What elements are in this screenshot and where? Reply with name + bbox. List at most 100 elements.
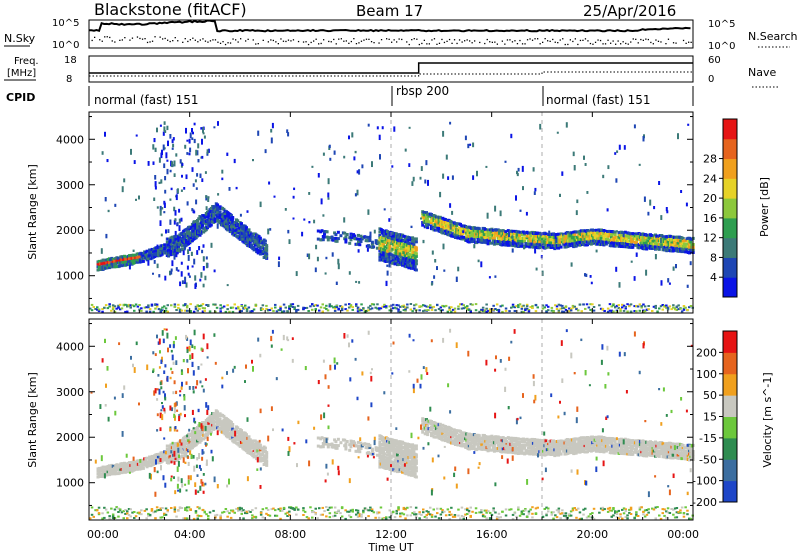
echo-cell	[415, 252, 418, 255]
nsearch-point	[444, 42, 445, 43]
echo-cell	[655, 307, 658, 309]
echo-cell	[271, 308, 274, 310]
nsearch-point	[409, 44, 410, 45]
echo-cell	[367, 209, 369, 214]
echo-cell	[596, 250, 598, 253]
echo-cell	[274, 304, 277, 306]
echo-cell	[248, 435, 251, 438]
echo-cell	[160, 125, 162, 127]
echo-cell	[328, 178, 330, 184]
echo-cell	[512, 240, 514, 246]
echo-cell	[181, 163, 183, 166]
echo-cell	[170, 170, 172, 173]
nsearch-point	[210, 40, 211, 41]
echo-cell	[206, 206, 208, 210]
nsearch-point	[610, 43, 611, 44]
echo-cell	[536, 268, 538, 271]
echo-cell	[341, 309, 344, 311]
colorbar-tick-label: 16	[703, 212, 717, 225]
echo-cell	[262, 308, 265, 310]
nsearch-point	[230, 42, 231, 43]
echo-cell	[371, 161, 373, 167]
echo-cell	[454, 308, 457, 310]
echo-cell	[673, 267, 675, 271]
echo-cell	[381, 436, 384, 439]
echo-cell	[357, 170, 359, 173]
echo-cell	[332, 252, 334, 256]
echo-cell	[91, 304, 94, 306]
echo-cell	[644, 197, 646, 202]
nsearch-point	[109, 37, 110, 38]
echo-cell	[138, 196, 140, 200]
nsearch-point	[502, 41, 503, 42]
echo-cell	[157, 206, 159, 208]
echo-cell	[636, 253, 638, 257]
echo-cell	[337, 259, 339, 265]
echo-cell	[170, 271, 172, 275]
echo-cell	[415, 447, 418, 450]
echo-cell	[151, 304, 154, 306]
nsearch-point	[165, 38, 166, 39]
date-title: 25/Apr/2016	[583, 2, 676, 20]
nsearch-point	[439, 43, 440, 44]
echo-cell	[167, 311, 170, 313]
echo-cell	[103, 307, 106, 309]
echo-cell	[181, 218, 183, 222]
echo-cell	[533, 167, 535, 171]
echo-cell	[675, 264, 677, 268]
echo-cell	[574, 165, 576, 170]
echo-cell	[534, 191, 536, 195]
nsearch-point	[519, 40, 520, 41]
nsearch-point	[270, 39, 271, 40]
nsearch-point	[547, 40, 548, 41]
echo-cell	[662, 309, 665, 311]
echo-cell	[171, 188, 173, 190]
echo-cell	[221, 170, 223, 174]
nsearch-point	[318, 43, 319, 44]
nsearch-point	[160, 37, 161, 38]
echo-cell	[229, 187, 231, 191]
echo-cell	[270, 129, 272, 133]
noise-right-label: N.Search	[748, 30, 798, 43]
nsearch-point	[570, 39, 571, 40]
echo-cell	[630, 303, 633, 305]
echo-cell	[413, 177, 415, 182]
nsearch-point	[371, 41, 372, 42]
echo-cell	[485, 166, 487, 168]
echo-cell	[174, 218, 176, 221]
nsearch-point	[328, 41, 329, 42]
beam-title: Beam 17	[356, 2, 423, 20]
nsearch-point	[436, 44, 437, 45]
echo-cell	[201, 178, 203, 182]
echo-cell	[559, 194, 561, 197]
nsearch-point	[514, 40, 515, 41]
echo-cell	[581, 310, 584, 312]
echo-cell	[207, 221, 209, 224]
echo-cell	[293, 196, 295, 199]
echo-cell	[584, 308, 587, 310]
echo-cell	[360, 442, 363, 445]
echo-cell	[130, 149, 132, 155]
echo-cell	[334, 151, 336, 155]
nsearch-point	[456, 43, 457, 44]
echo-cell	[471, 304, 474, 306]
echo-cell	[358, 243, 361, 246]
echo-cell	[169, 239, 171, 244]
nsearch-point	[507, 39, 508, 40]
freq-right-tick-bottom: 0	[708, 74, 714, 85]
nsearch-point	[534, 38, 535, 39]
echo-cell	[114, 204, 116, 207]
nsearch-point	[175, 37, 176, 38]
echo-cell	[145, 311, 148, 313]
echo-cell	[515, 195, 517, 200]
freq-right-tick-top: 60	[708, 55, 721, 66]
echo-cell	[193, 183, 195, 186]
nsearch-point	[394, 39, 395, 40]
nsearch-point	[532, 40, 533, 41]
echo-cell	[175, 309, 178, 311]
echo-cell	[272, 310, 275, 312]
echo-cell	[355, 281, 357, 283]
nsearch-point	[396, 41, 397, 42]
echo-cell	[248, 307, 251, 309]
echo-cell	[264, 447, 267, 450]
